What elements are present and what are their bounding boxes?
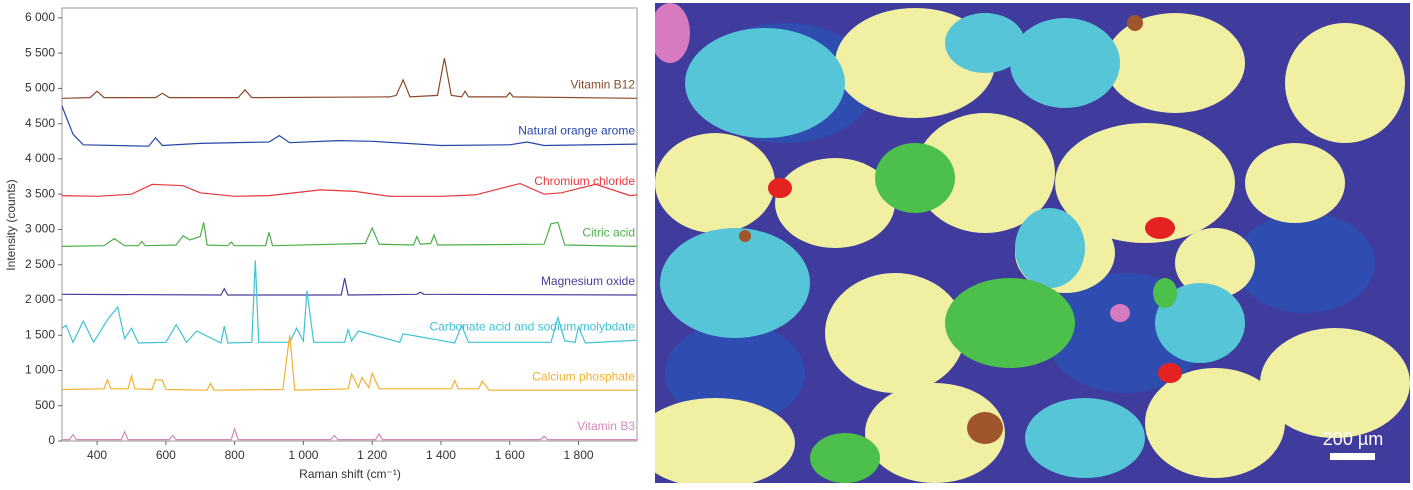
y-tick-label: 4 000 [25, 151, 55, 165]
series-label: Carbonate acid and sodium molybdate [430, 319, 636, 333]
y-tick-label: 0 [48, 433, 55, 447]
spectrum-line [62, 429, 637, 440]
x-tick-label: 1 400 [426, 448, 456, 462]
x-axis-title: Raman shift (cm⁻¹) [299, 467, 401, 481]
scale-bar [1330, 453, 1375, 460]
y-tick-label: 6 000 [25, 10, 55, 24]
scale-label: 200 µm [1323, 429, 1383, 449]
y-tick-label: 5 500 [25, 45, 55, 59]
x-tick-label: 1 000 [288, 448, 318, 462]
y-axis-title: Intensity (counts) [4, 179, 18, 270]
y-tick-label: 4 500 [25, 116, 55, 130]
x-tick-label: 1 600 [495, 448, 525, 462]
y-tick-label: 5 000 [25, 81, 55, 95]
x-tick-label: 600 [156, 448, 176, 462]
x-tick-label: 1 200 [357, 448, 387, 462]
series-label: Citric acid [582, 226, 635, 240]
series-label: Chromium chloride [534, 174, 635, 188]
spectrum-line [62, 58, 637, 98]
y-tick-label: 500 [35, 398, 55, 412]
y-tick-label: 3 000 [25, 222, 55, 236]
micrograph: 200 µm [655, 3, 1410, 483]
series-label: Vitamin B3 [577, 419, 635, 433]
series-label: Calcium phosphate [532, 369, 635, 383]
series-label: Magnesium oxide [541, 274, 635, 288]
y-tick-label: 2 000 [25, 292, 55, 306]
x-tick-label: 400 [87, 448, 107, 462]
chart: Raman shift (cm⁻¹) Intensity (counts) 0 5… [0, 0, 645, 485]
y-tick-label: 2 500 [25, 257, 55, 271]
x-tick-label: 1 800 [564, 448, 594, 462]
x-tick-label: 800 [225, 448, 245, 462]
y-tick-label: 1 000 [25, 363, 55, 377]
page: {"chart_data": {"type": "line", "x_label… [0, 0, 1413, 485]
y-tick-label: 1 500 [25, 327, 55, 341]
series-label: Natural orange arome [518, 123, 635, 137]
spectrum-line [62, 222, 637, 246]
series-label: Vitamin B12 [571, 77, 636, 91]
y-tick-label: 3 500 [25, 186, 55, 200]
